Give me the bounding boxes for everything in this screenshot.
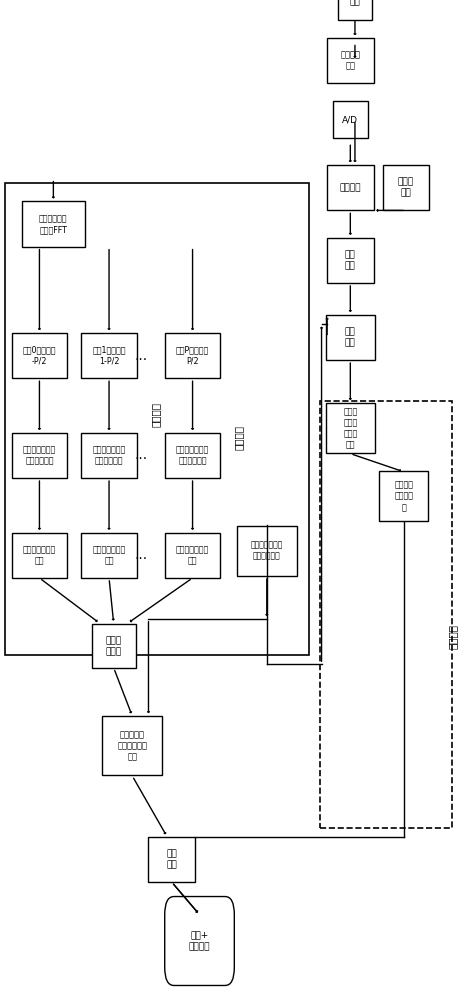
Text: 首次定
时位置
及小数
频偏: 首次定 时位置 及小数 频偏 — [343, 407, 357, 449]
Text: 射频信道
模块: 射频信道 模块 — [339, 51, 360, 71]
Text: 查找
峰值: 查找 峰值 — [344, 327, 355, 348]
Text: 纠正时偏
及小数频
偏: 纠正时偏 及小数频 偏 — [394, 481, 412, 512]
Text: ...: ... — [135, 548, 148, 562]
Text: ...: ... — [135, 448, 148, 462]
Text: 与本地特定序列
进行相关运算: 与本地特定序列 进行相关运算 — [175, 445, 209, 465]
FancyBboxPatch shape — [164, 333, 220, 378]
Text: A/D: A/D — [342, 115, 357, 124]
Text: 滑动
累加: 滑动 累加 — [344, 250, 355, 270]
FancyBboxPatch shape — [12, 533, 67, 578]
FancyBboxPatch shape — [326, 165, 373, 210]
FancyBboxPatch shape — [164, 897, 234, 985]
Text: 支路P循环移位
P/2: 支路P循环移位 P/2 — [175, 346, 209, 366]
FancyBboxPatch shape — [81, 433, 137, 478]
Text: 频偏+
时间位置: 频偏+ 时间位置 — [188, 931, 210, 951]
FancyBboxPatch shape — [337, 0, 371, 20]
Text: 序列进行自相关
运算: 序列进行自相关 运算 — [23, 545, 56, 565]
FancyBboxPatch shape — [81, 333, 137, 378]
Text: 序列进行自相关
运算: 序列进行自相关 运算 — [175, 545, 209, 565]
Text: 二次捕获: 二次捕获 — [150, 402, 160, 427]
FancyBboxPatch shape — [164, 433, 220, 478]
FancyBboxPatch shape — [22, 201, 84, 247]
FancyBboxPatch shape — [92, 624, 135, 668]
FancyBboxPatch shape — [81, 533, 137, 578]
Bar — [5, 183, 308, 655]
FancyBboxPatch shape — [325, 403, 374, 453]
FancyBboxPatch shape — [379, 471, 427, 521]
Text: 首次捕获: 首次捕获 — [446, 624, 457, 649]
Bar — [319, 401, 451, 828]
Text: 幅值大
小比较: 幅值大 小比较 — [106, 636, 121, 656]
Text: 相关运算: 相关运算 — [339, 183, 360, 192]
FancyBboxPatch shape — [164, 533, 220, 578]
Text: 序列进行自相关
运算: 序列进行自相关 运算 — [92, 545, 125, 565]
Text: 合并
计算: 合并 计算 — [166, 849, 177, 869]
FancyBboxPatch shape — [325, 315, 374, 360]
FancyBboxPatch shape — [102, 716, 162, 775]
FancyBboxPatch shape — [12, 433, 67, 478]
Text: 二次捕获: 二次捕获 — [233, 425, 244, 450]
Text: 支路0循环移位
-P/2: 支路0循环移位 -P/2 — [23, 346, 56, 366]
Text: 整数频偏及
一次定时位置
计算: 整数频偏及 一次定时位置 计算 — [117, 730, 147, 761]
FancyBboxPatch shape — [236, 526, 296, 576]
Text: 天线: 天线 — [349, 0, 360, 6]
Text: 支路1循环移位
1-P/2: 支路1循环移位 1-P/2 — [92, 346, 125, 366]
FancyBboxPatch shape — [12, 333, 67, 378]
Text: 与本地特定序列
进行相关运算: 与本地特定序列 进行相关运算 — [23, 445, 56, 465]
FancyBboxPatch shape — [326, 238, 373, 283]
Text: 延迟与
共轭: 延迟与 共轭 — [397, 178, 413, 198]
FancyBboxPatch shape — [382, 165, 428, 210]
FancyBboxPatch shape — [148, 837, 194, 882]
Text: ...: ... — [135, 349, 148, 363]
Text: 捕获阶段跳频频
率序列生成器: 捕获阶段跳频频 率序列生成器 — [250, 541, 282, 561]
FancyBboxPatch shape — [332, 101, 367, 138]
FancyBboxPatch shape — [326, 38, 373, 83]
Text: 与本地特定序列
进行相关运算: 与本地特定序列 进行相关运算 — [92, 445, 125, 465]
Text: 提取特定序列
并进行FFT: 提取特定序列 并进行FFT — [39, 214, 68, 234]
